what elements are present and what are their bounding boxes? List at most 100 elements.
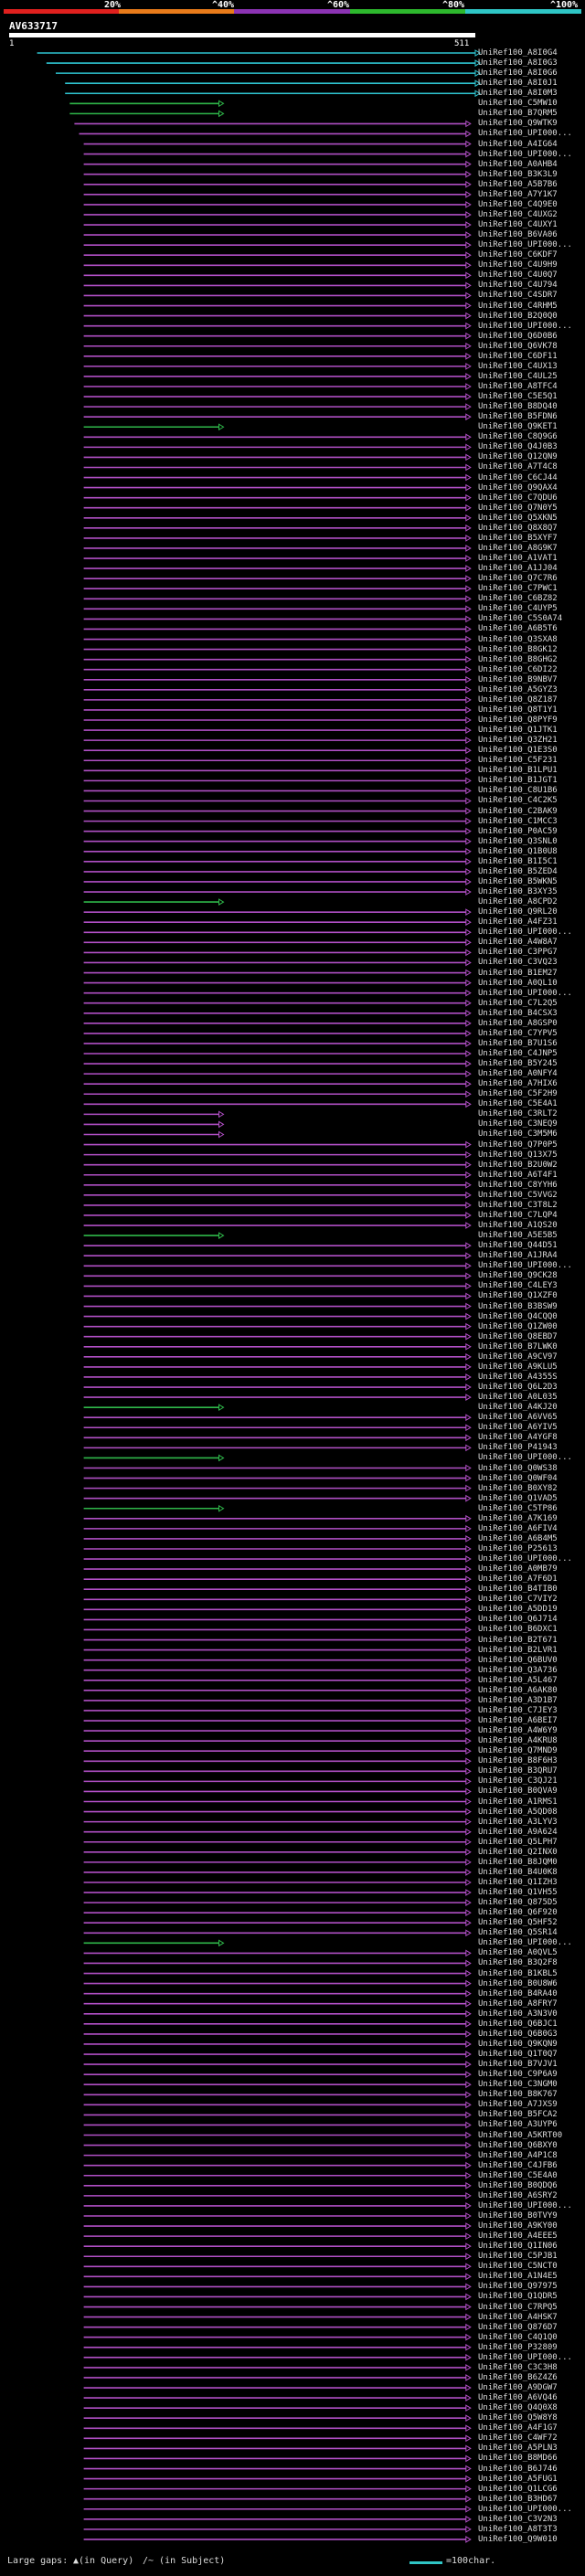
hit-label[interactable]: UniRef100_A8FRY7: [478, 1998, 558, 2009]
hit-label[interactable]: UniRef100_B8JQM0: [478, 1857, 558, 1867]
hit-label[interactable]: UniRef100_Q7C7R6: [478, 574, 558, 584]
hit-label[interactable]: UniRef100_B5Y245: [478, 1059, 558, 1069]
hit-label[interactable]: UniRef100_A7T4C8: [478, 462, 558, 472]
hit-label[interactable]: UniRef100_Q5SR14: [478, 1928, 558, 1938]
hit-label[interactable]: UniRef100_Q44D51: [478, 1241, 558, 1251]
hit-label[interactable]: UniRef100_Q6BXY0: [478, 2140, 558, 2150]
hit-label[interactable]: UniRef100_A8GSP0: [478, 1018, 558, 1028]
hit-label[interactable]: UniRef100_Q6L2D3: [478, 1383, 558, 1393]
hit-label[interactable]: UniRef100_C3M5M6: [478, 1129, 558, 1140]
hit-label[interactable]: UniRef100_B8DQ40: [478, 402, 558, 412]
hit-label[interactable]: UniRef100_B1JGT1: [478, 776, 558, 786]
hit-label[interactable]: UniRef100_Q5LPH7: [478, 1837, 558, 1847]
hit-label[interactable]: UniRef100_B9NBV7: [478, 674, 558, 684]
hit-label[interactable]: UniRef100_C7JEY3: [478, 1705, 558, 1715]
hit-label[interactable]: UniRef100_Q3A736: [478, 1665, 558, 1675]
hit-label[interactable]: UniRef100_A1JRA4: [478, 1251, 558, 1261]
hit-label[interactable]: UniRef100_C4U9H9: [478, 260, 558, 270]
hit-label[interactable]: UniRef100_B2Q0Q0: [478, 311, 558, 321]
hit-label[interactable]: UniRef100_A8T3T3: [478, 2524, 558, 2534]
hit-label[interactable]: UniRef100_A4W8A7: [478, 938, 558, 948]
hit-label[interactable]: UniRef100_Q6VK78: [478, 341, 558, 351]
hit-label[interactable]: UniRef100_UPI000...: [478, 1453, 572, 1463]
hit-label[interactable]: UniRef100_A8I0G6: [478, 69, 558, 79]
hit-label[interactable]: UniRef100_A5B7B6: [478, 179, 558, 189]
hit-label[interactable]: UniRef100_A9KY00: [478, 2221, 558, 2231]
hit-label[interactable]: UniRef100_B5ZED4: [478, 866, 558, 876]
hit-label[interactable]: UniRef100_Q6BUV0: [478, 1655, 558, 1665]
hit-label[interactable]: UniRef100_Q9CK28: [478, 1271, 558, 1281]
hit-label[interactable]: UniRef100_Q876D7: [478, 2322, 558, 2332]
hit-label[interactable]: UniRef100_A8I0G3: [478, 58, 558, 69]
hit-label[interactable]: UniRef100_UPI000...: [478, 1554, 572, 1564]
hit-label[interactable]: UniRef100_Q0WS38: [478, 1463, 558, 1473]
hit-label[interactable]: UniRef100_C4Q1Q0: [478, 2332, 558, 2342]
hit-label[interactable]: UniRef100_A6SRY2: [478, 2190, 558, 2200]
hit-label[interactable]: UniRef100_A0QL10: [478, 978, 558, 988]
hit-label[interactable]: UniRef100_Q8X8Q7: [478, 523, 558, 533]
hit-label[interactable]: UniRef100_B5WKN5: [478, 876, 558, 886]
hit-label[interactable]: UniRef100_Q5W8Y8: [478, 2413, 558, 2423]
hit-label[interactable]: UniRef100_C4RHM5: [478, 301, 558, 311]
hit-label[interactable]: UniRef100_A4355S: [478, 1372, 558, 1382]
hit-label[interactable]: UniRef100_B0XY82: [478, 1483, 558, 1493]
hit-label[interactable]: UniRef100_Q3SNL0: [478, 836, 558, 846]
hit-label[interactable]: UniRef100_Q6B0G3: [478, 2029, 558, 2039]
hit-label[interactable]: UniRef100_C3NGM0: [478, 2080, 558, 2090]
hit-label[interactable]: UniRef100_A8I0G4: [478, 48, 558, 58]
hit-label[interactable]: UniRef100_A6VQ46: [478, 2393, 558, 2403]
hit-label[interactable]: UniRef100_P32809: [478, 2342, 558, 2352]
hit-label[interactable]: UniRef100_UPI000...: [478, 988, 572, 998]
hit-label[interactable]: UniRef100_B3Q2F8: [478, 1958, 558, 1968]
hit-label[interactable]: UniRef100_B8K767: [478, 2090, 558, 2100]
hit-label[interactable]: UniRef100_Q3ZH21: [478, 736, 558, 746]
hit-label[interactable]: UniRef100_Q1JTK1: [478, 726, 558, 736]
hit-label[interactable]: UniRef100_A6B4M5: [478, 1533, 558, 1543]
hit-label[interactable]: UniRef100_C4UYP5: [478, 604, 558, 614]
hit-label[interactable]: UniRef100_C4LEY3: [478, 1281, 558, 1291]
hit-label[interactable]: UniRef100_A4FZ31: [478, 917, 558, 928]
hit-label[interactable]: UniRef100_C3PPG7: [478, 948, 558, 958]
hit-label[interactable]: UniRef100_A5KRT00: [478, 2130, 563, 2140]
hit-label[interactable]: UniRef100_A5L467: [478, 1675, 558, 1685]
hit-label[interactable]: UniRef100_A6BEI7: [478, 1716, 558, 1726]
hit-label[interactable]: UniRef100_Q6J714: [478, 1615, 558, 1625]
hit-label[interactable]: UniRef100_A5QD08: [478, 1807, 558, 1817]
hit-label[interactable]: UniRef100_C8YYH6: [478, 1180, 558, 1190]
hit-label[interactable]: UniRef100_A8CPD2: [478, 897, 558, 907]
hit-label[interactable]: UniRef100_A6VV65: [478, 1413, 558, 1423]
hit-label[interactable]: UniRef100_A7K169: [478, 1513, 558, 1523]
hit-label[interactable]: UniRef100_B6DXC1: [478, 1625, 558, 1635]
hit-label[interactable]: UniRef100_Q12QN9: [478, 452, 558, 462]
hit-label[interactable]: UniRef100_A3LYV3: [478, 1817, 558, 1827]
hit-label[interactable]: UniRef100_C9P6A9: [478, 2070, 558, 2080]
hit-label[interactable]: UniRef100_B4RA40: [478, 1988, 558, 1998]
hit-label[interactable]: UniRef100_UPI000...: [478, 2200, 572, 2210]
hit-label[interactable]: UniRef100_Q1VAD5: [478, 1493, 558, 1503]
hit-label[interactable]: UniRef100_B4TIB0: [478, 1585, 558, 1595]
hit-label[interactable]: UniRef100_C5VVG2: [478, 1190, 558, 1200]
hit-label[interactable]: UniRef100_A4EEE5: [478, 2231, 558, 2242]
hit-label[interactable]: UniRef100_B5XYF7: [478, 533, 558, 543]
hit-label[interactable]: UniRef100_Q9QAX4: [478, 482, 558, 493]
hit-label[interactable]: UniRef100_Q6D0B6: [478, 331, 558, 341]
hit-label[interactable]: UniRef100_Q9W010: [478, 2534, 558, 2544]
hit-label[interactable]: UniRef100_UPI000...: [478, 928, 572, 938]
hit-label[interactable]: UniRef100_C4JFB6: [478, 2160, 558, 2170]
hit-label[interactable]: UniRef100_UPI000...: [478, 321, 572, 331]
hit-label[interactable]: UniRef100_UPI000...: [478, 2504, 572, 2514]
hit-label[interactable]: UniRef100_Q9RL20: [478, 907, 558, 917]
hit-label[interactable]: UniRef100_A0NFY4: [478, 1069, 558, 1079]
hit-label[interactable]: UniRef100_A5E5B5: [478, 1231, 558, 1241]
hit-label[interactable]: UniRef100_B8GHG2: [478, 654, 558, 664]
hit-label[interactable]: UniRef100_B3XY35: [478, 887, 558, 897]
hit-label[interactable]: UniRef100_A4P1C8: [478, 2150, 558, 2160]
hit-label[interactable]: UniRef100_B3QRU7: [478, 1766, 558, 1776]
hit-label[interactable]: UniRef100_Q1E3S0: [478, 746, 558, 756]
hit-label[interactable]: UniRef100_B0QVA9: [478, 1786, 558, 1797]
hit-label[interactable]: UniRef100_Q9KQN9: [478, 2039, 558, 2049]
hit-label[interactable]: UniRef100_Q4CQQ0: [478, 1311, 558, 1321]
hit-label[interactable]: UniRef100_C5E4A1: [478, 1099, 558, 1109]
hit-label[interactable]: UniRef100_B2T671: [478, 1635, 558, 1645]
hit-label[interactable]: UniRef100_Q8Z187: [478, 694, 558, 705]
